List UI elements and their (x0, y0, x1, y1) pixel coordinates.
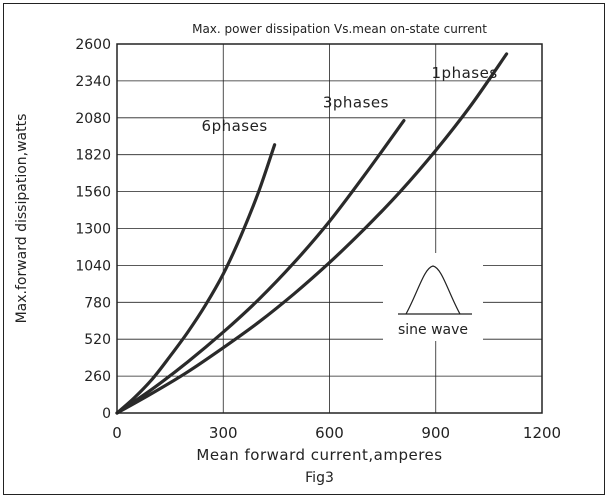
y-tick-label: 1820 (75, 148, 111, 164)
figure-caption: Fig3 (305, 470, 334, 486)
y-tick-label: 1040 (75, 258, 111, 274)
series-label-1phases: 1phases (432, 64, 498, 82)
x-tick-label: 600 (315, 424, 344, 442)
y-tick-label: 260 (84, 369, 111, 385)
y-tick-label: 1300 (75, 222, 111, 238)
y-tick-label: 2080 (75, 111, 111, 127)
series-label-6phases: 6phases (202, 117, 268, 135)
sine-wave-label: sine wave (398, 322, 468, 338)
series-line-6phases (115, 143, 277, 415)
series-line-3phases (115, 119, 406, 415)
chart-title: Max. power dissipation Vs.mean on-state … (192, 22, 487, 36)
x-tick-label: 900 (421, 424, 450, 442)
y-tick-label: 780 (84, 295, 111, 311)
x-axis-label: Mean forward current,amperes (196, 446, 442, 464)
y-tick-label: 0 (102, 406, 111, 422)
x-tick-label: 0 (112, 424, 122, 442)
y-tick-label: 2600 (75, 37, 111, 53)
sine-wave-inset: sine wave (383, 253, 483, 341)
x-tick-label: 1200 (523, 424, 561, 442)
y-tick-label: 2340 (75, 74, 111, 90)
series-line-1phases (115, 52, 509, 415)
tick-labels: 0 260 520 780 1040 1300 1560 1820 2080 2340 2600 0 3… (75, 37, 561, 442)
grid-lines (117, 44, 542, 413)
sine-wave-icon (405, 265, 461, 315)
y-axis-label: Max.forward dissipation,watts (14, 114, 30, 324)
x-tick-label: 300 (209, 424, 238, 442)
y-tick-label: 1560 (75, 185, 111, 201)
series-label-3phases: 3phases (323, 94, 389, 112)
series-layer: 6phases 3phases 1phases (115, 52, 509, 415)
plot-border (116, 43, 543, 414)
inset-background (383, 253, 483, 341)
y-tick-label: 520 (84, 332, 111, 348)
